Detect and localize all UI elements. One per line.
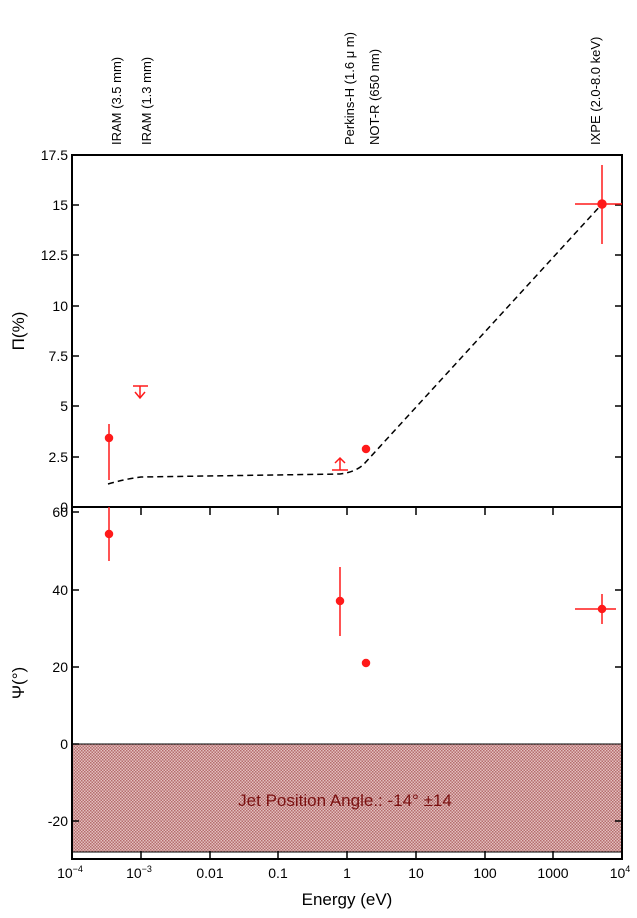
bottom-ytick: 60 [52, 504, 68, 520]
xtick: 10−3 [126, 864, 152, 881]
bottom-ylabel: Ψ(°) [9, 667, 28, 699]
model-curve [107, 203, 603, 485]
bottom-data-points [104, 507, 616, 668]
band-label: Jet Position Angle.: -14° ±14 [238, 791, 452, 810]
bottom-ytick: -20 [48, 813, 68, 829]
xlabel: Energy (eV) [302, 890, 393, 909]
xtick: 1000 [537, 865, 568, 881]
xtick: 0.1 [268, 865, 288, 881]
xtick: 104 [610, 864, 631, 881]
top-data-points [104, 165, 622, 480]
bottom-panel: 60 40 20 0 -20 Ψ(°) Jet Position Angle.:… [9, 504, 630, 909]
top-ytick: 2.5 [49, 449, 69, 465]
xtick: 0.01 [196, 865, 223, 881]
top-ytick: 7.5 [49, 348, 69, 364]
bottom-ytick: 0 [60, 736, 68, 752]
top-ytick: 10 [52, 298, 68, 314]
label-not-r: NOT-R (650 nm) [367, 49, 382, 145]
xtick: 100 [473, 865, 497, 881]
top-ylabel: Π(%) [9, 312, 28, 351]
xtick: 10−4 [57, 864, 83, 881]
top-ytick: 5 [60, 398, 68, 414]
top-ytick: 15 [52, 197, 68, 213]
bottom-ytick: 40 [52, 582, 68, 598]
bottom-ytick: 20 [52, 659, 68, 675]
instrument-labels: IRAM (3.5 mm) IRAM (1.3 mm) Perkins-H (1… [109, 32, 603, 145]
xtick: 1 [343, 865, 351, 881]
label-iram-3mm: IRAM (3.5 mm) [109, 57, 124, 145]
label-perkins: Perkins-H (1.6 μ m) [342, 32, 357, 145]
label-iram-1mm: IRAM (1.3 mm) [139, 57, 154, 145]
top-ytick: 0 [60, 499, 68, 515]
label-ixpe: IXPE (2.0-8.0 keV) [588, 37, 603, 145]
xtick: 10 [408, 865, 424, 881]
top-ytick: 17.5 [41, 147, 68, 163]
top-ytick: 12.5 [41, 247, 68, 263]
top-panel: 0 2.5 5 7.5 10 12.5 15 17.5 Π(%) [9, 147, 623, 515]
